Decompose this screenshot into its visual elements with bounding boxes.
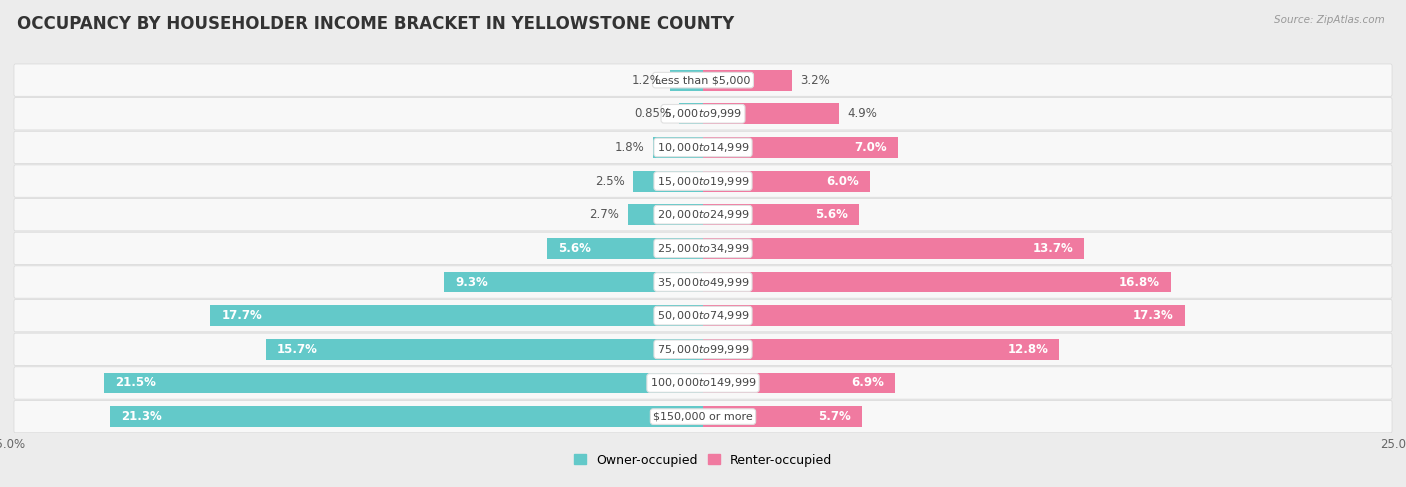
FancyBboxPatch shape [14, 165, 1392, 197]
Text: 17.3%: 17.3% [1133, 309, 1174, 322]
Bar [444, 272, 703, 293]
Bar [703, 305, 1185, 326]
FancyBboxPatch shape [14, 131, 1392, 164]
Bar [703, 406, 862, 427]
Text: 0.85%: 0.85% [634, 107, 671, 120]
Bar [266, 339, 703, 360]
Bar [669, 70, 703, 91]
FancyBboxPatch shape [14, 333, 1392, 365]
Text: OCCUPANCY BY HOUSEHOLDER INCOME BRACKET IN YELLOWSTONE COUNTY: OCCUPANCY BY HOUSEHOLDER INCOME BRACKET … [17, 15, 734, 33]
Text: $150,000 or more: $150,000 or more [654, 412, 752, 422]
Text: 15.7%: 15.7% [277, 343, 318, 356]
Text: $100,000 to $149,999: $100,000 to $149,999 [650, 376, 756, 390]
Text: 1.8%: 1.8% [614, 141, 644, 154]
Text: $10,000 to $14,999: $10,000 to $14,999 [657, 141, 749, 154]
FancyBboxPatch shape [14, 64, 1392, 96]
Text: 21.5%: 21.5% [115, 376, 156, 390]
Text: $5,000 to $9,999: $5,000 to $9,999 [664, 107, 742, 120]
Text: $20,000 to $24,999: $20,000 to $24,999 [657, 208, 749, 221]
Text: 12.8%: 12.8% [1007, 343, 1049, 356]
Bar [703, 238, 1084, 259]
Text: $50,000 to $74,999: $50,000 to $74,999 [657, 309, 749, 322]
Bar [703, 70, 792, 91]
Bar [628, 204, 703, 225]
Text: 9.3%: 9.3% [456, 276, 488, 288]
Bar [703, 339, 1059, 360]
Bar [110, 406, 703, 427]
Bar [633, 170, 703, 191]
FancyBboxPatch shape [14, 232, 1392, 264]
Bar [679, 103, 703, 124]
FancyBboxPatch shape [14, 367, 1392, 399]
Text: $75,000 to $99,999: $75,000 to $99,999 [657, 343, 749, 356]
Text: 6.0%: 6.0% [827, 174, 859, 187]
Text: 21.3%: 21.3% [121, 410, 162, 423]
Bar [703, 170, 870, 191]
Text: 17.7%: 17.7% [221, 309, 262, 322]
Bar [104, 373, 703, 393]
Text: 7.0%: 7.0% [853, 141, 887, 154]
Text: 5.6%: 5.6% [558, 242, 591, 255]
Text: $15,000 to $19,999: $15,000 to $19,999 [657, 174, 749, 187]
Text: Less than $5,000: Less than $5,000 [655, 75, 751, 85]
Text: 16.8%: 16.8% [1119, 276, 1160, 288]
FancyBboxPatch shape [14, 400, 1392, 433]
Bar [652, 137, 703, 158]
Bar [703, 103, 839, 124]
Text: 5.6%: 5.6% [815, 208, 848, 221]
Text: $35,000 to $49,999: $35,000 to $49,999 [657, 276, 749, 288]
Text: 6.9%: 6.9% [851, 376, 884, 390]
FancyBboxPatch shape [14, 300, 1392, 332]
FancyBboxPatch shape [14, 97, 1392, 130]
FancyBboxPatch shape [14, 266, 1392, 298]
Legend: Owner-occupied, Renter-occupied: Owner-occupied, Renter-occupied [568, 449, 838, 471]
Bar [547, 238, 703, 259]
Text: $25,000 to $34,999: $25,000 to $34,999 [657, 242, 749, 255]
Text: Source: ZipAtlas.com: Source: ZipAtlas.com [1274, 15, 1385, 25]
Bar [703, 272, 1171, 293]
Text: 5.7%: 5.7% [818, 410, 851, 423]
Bar [703, 137, 898, 158]
FancyBboxPatch shape [14, 199, 1392, 231]
Text: 2.5%: 2.5% [595, 174, 626, 187]
Text: 3.2%: 3.2% [800, 74, 830, 87]
Bar [703, 373, 896, 393]
Text: 13.7%: 13.7% [1032, 242, 1073, 255]
Bar [703, 204, 859, 225]
Bar [211, 305, 703, 326]
Text: 1.2%: 1.2% [631, 74, 661, 87]
Text: 4.9%: 4.9% [848, 107, 877, 120]
Text: 2.7%: 2.7% [589, 208, 620, 221]
